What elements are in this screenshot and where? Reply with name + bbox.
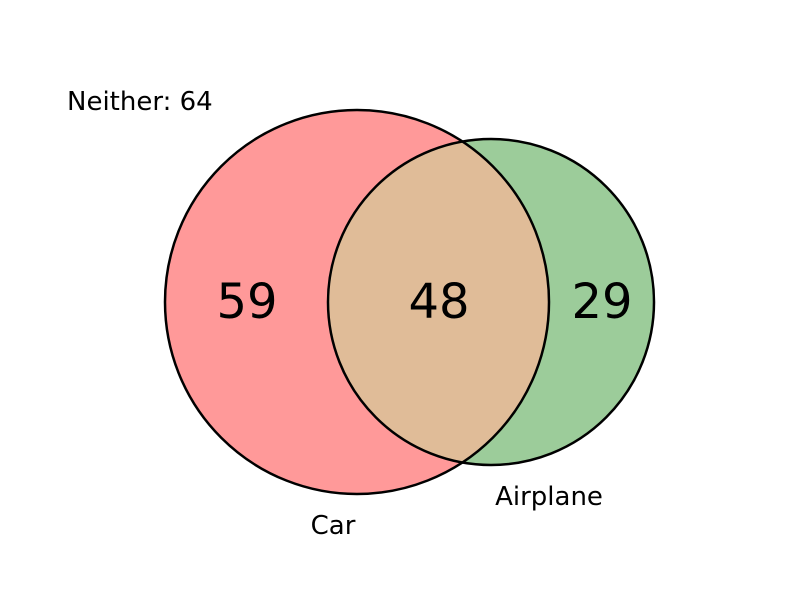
set-car-outline	[163, 108, 551, 496]
set-airplane-outline	[326, 137, 656, 467]
count-car-only: 59	[216, 274, 277, 330]
set-label-car: Car	[311, 511, 356, 541]
count-airplane-only: 29	[571, 274, 632, 330]
neither-label: Neither: 64	[67, 87, 213, 117]
count-intersection: 48	[408, 274, 469, 330]
set-label-airplane: Airplane	[495, 482, 603, 512]
intersection-region	[328, 139, 549, 465]
